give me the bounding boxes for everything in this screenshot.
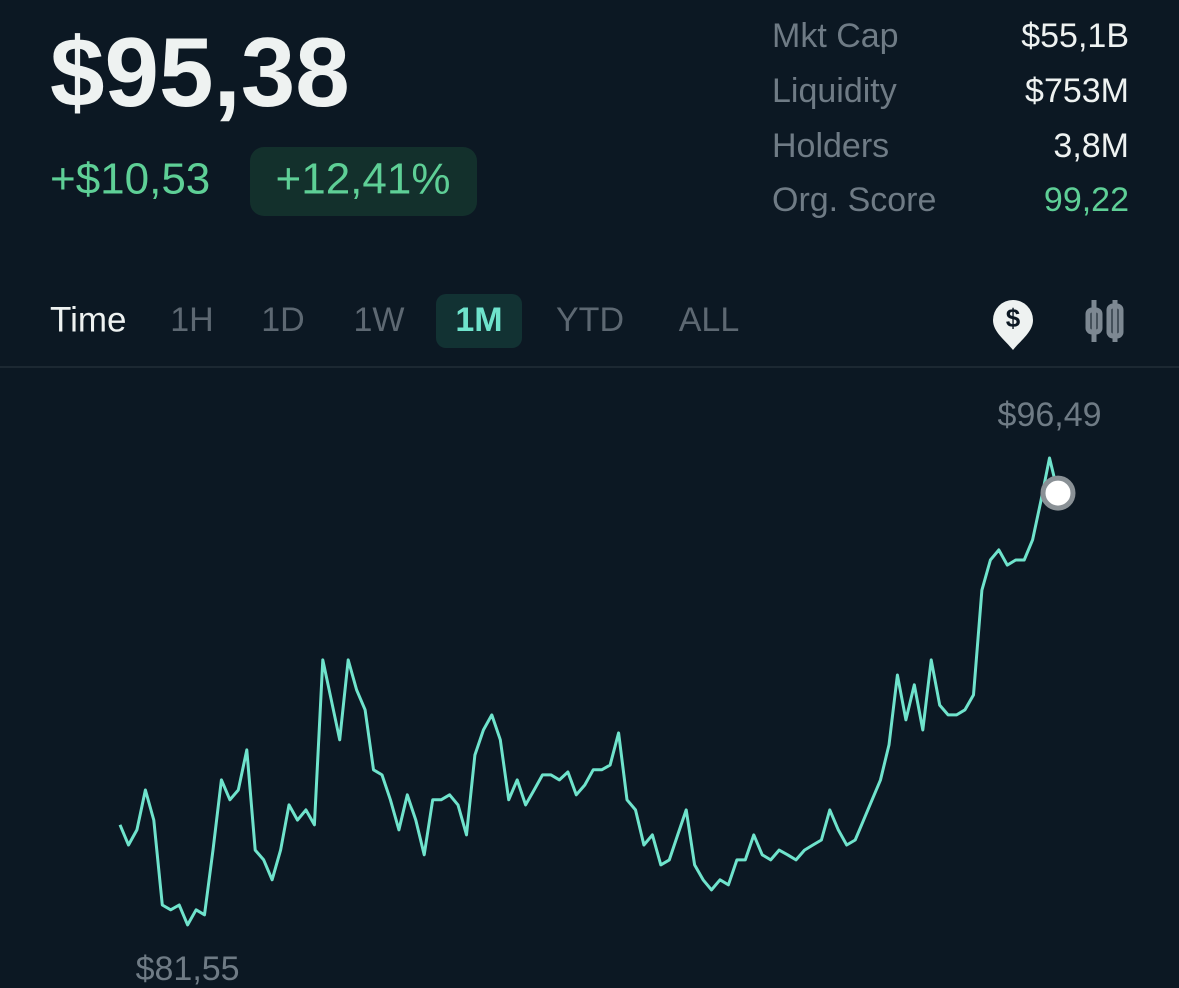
candle-body	[1106, 303, 1124, 339]
stat-value: $55,1B	[1021, 17, 1129, 55]
timeframe-tab[interactable]: 1M	[455, 301, 502, 339]
price-line	[118, 456, 1060, 927]
dollar-sign: $	[1006, 303, 1021, 333]
currency-toggle[interactable]: $	[993, 300, 1033, 350]
timeframe-tab[interactable]: 1H	[170, 301, 213, 339]
price: $95,38	[50, 17, 350, 127]
change-percent: +12,41%	[276, 155, 451, 204]
stat-value: 99,22	[1044, 181, 1129, 219]
stat-label: Org. Score	[772, 181, 936, 219]
stat-label: Mkt Cap	[772, 17, 899, 55]
timeframe-tab[interactable]: 1D	[261, 301, 304, 339]
stat-label: Holders	[772, 127, 889, 165]
stat-value: 3,8M	[1053, 127, 1129, 165]
stat-label: Liquidity	[772, 72, 897, 110]
time-label: Time	[50, 300, 126, 339]
timeframe-tab[interactable]: ALL	[679, 301, 740, 339]
candle-body	[1085, 307, 1103, 335]
dollar-icon	[993, 300, 1033, 350]
candle-toggle[interactable]	[1085, 300, 1124, 342]
timeframe-tab[interactable]: 1W	[354, 301, 405, 339]
price-change: +$10,53	[50, 155, 210, 204]
high-label: $96,49	[998, 396, 1102, 434]
timeframe-tab[interactable]: YTD	[556, 301, 624, 339]
current-point	[1040, 475, 1076, 511]
low-label: $81,55	[136, 950, 240, 988]
change-pill	[250, 147, 477, 216]
stat-value: $753M	[1025, 72, 1129, 110]
tab-highlight	[436, 294, 522, 348]
